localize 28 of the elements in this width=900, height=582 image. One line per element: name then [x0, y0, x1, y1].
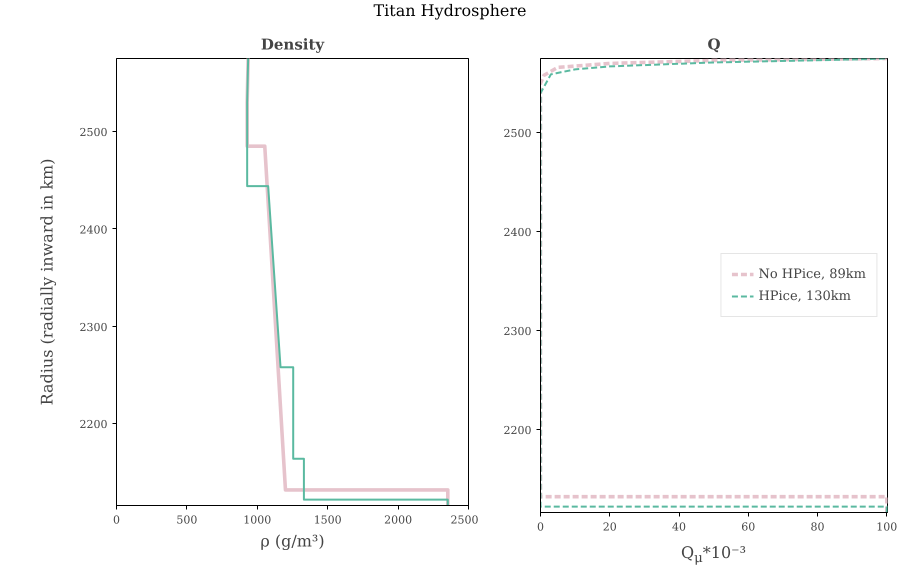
x-tick-label: 60 [741, 520, 756, 534]
y-tick-label: 2400 [80, 223, 108, 236]
legend-label: No HPice, 89km [758, 266, 866, 282]
y-tick-label: 2400 [504, 226, 532, 240]
x-tick-label: 1500 [314, 514, 342, 526]
x-axis-title: ρ (g/m³) [260, 532, 325, 550]
x-tick-label: 40 [672, 520, 686, 534]
y-tick-label: 2200 [504, 424, 532, 437]
x-tick-label: 100 [876, 520, 898, 534]
y-tick-label: 2300 [80, 320, 108, 334]
x-tick-label: 0 [113, 514, 120, 526]
y-tick-label: 2200 [80, 418, 108, 432]
x-axis-title: Q$_{μ}$*10⁻³ [680, 542, 746, 568]
legend-label: HPice, 130km [758, 288, 851, 304]
y-tick-label: 2300 [504, 325, 532, 338]
y-tick-label: 2500 [80, 126, 108, 140]
y-axis-title: Radius (radially inward in km) [38, 158, 57, 406]
chart-title: Q [707, 36, 721, 54]
text: Titan Hydrosphere [373, 0, 526, 22]
x-tick-label: 500 [176, 514, 198, 526]
x-tick-label: 2000 [384, 514, 412, 526]
x-tick-label: 2500 [450, 514, 479, 526]
x-tick-label: 0 [537, 520, 544, 534]
x-tick-label: 80 [810, 520, 825, 534]
x-tick-label: 1000 [243, 514, 272, 526]
y-tick-label: 2500 [504, 127, 532, 140]
x-tick-label: 20 [602, 520, 617, 534]
chart-title: Density [260, 36, 326, 54]
